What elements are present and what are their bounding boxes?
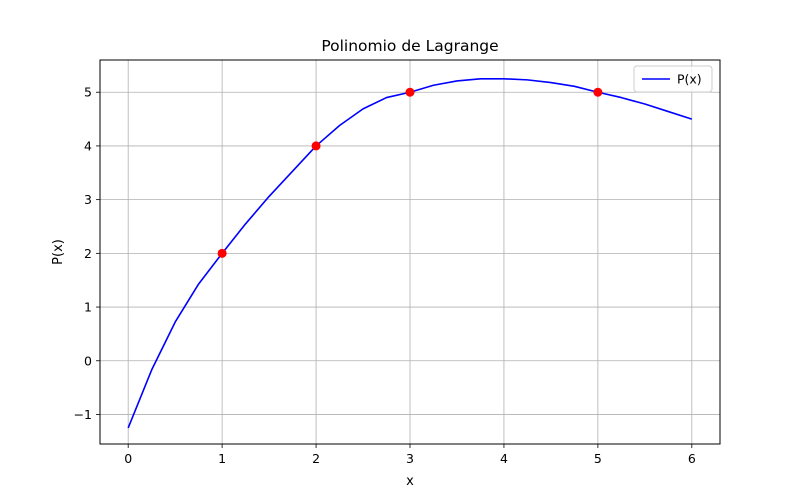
x-tick-label: 3 bbox=[406, 451, 414, 466]
x-tick-label: 0 bbox=[124, 451, 132, 466]
x-tick-label: 5 bbox=[594, 451, 602, 466]
y-tick-label: 4 bbox=[84, 138, 92, 153]
y-tick-label: 5 bbox=[84, 85, 92, 100]
y-tick-label: 1 bbox=[84, 300, 92, 315]
y-tick-label: −1 bbox=[74, 407, 92, 422]
axis-ticks: 0 1 2 3 4 5 6 −1 0 1 2 3 4 5 bbox=[74, 85, 696, 466]
data-point bbox=[217, 248, 227, 258]
y-tick-label: 2 bbox=[84, 246, 92, 261]
legend-label-p-x: P(x) bbox=[677, 72, 702, 87]
x-axis-label: x bbox=[406, 474, 414, 489]
y-tick-label: 3 bbox=[84, 192, 92, 207]
x-tick-label: 4 bbox=[500, 451, 508, 466]
y-axis-label: P(x) bbox=[51, 239, 66, 265]
data-point bbox=[311, 141, 321, 151]
legend-box bbox=[633, 65, 713, 93]
x-tick-label: 2 bbox=[312, 451, 320, 466]
x-tick-label: 6 bbox=[688, 451, 696, 466]
legend: P(x) bbox=[633, 65, 713, 93]
data-point bbox=[405, 87, 415, 97]
chart-title: Polinomio de Lagrange bbox=[321, 37, 498, 55]
y-tick-label: 0 bbox=[84, 353, 92, 368]
data-point bbox=[593, 87, 603, 97]
x-tick-label: 1 bbox=[218, 451, 226, 466]
data-points bbox=[217, 87, 603, 258]
